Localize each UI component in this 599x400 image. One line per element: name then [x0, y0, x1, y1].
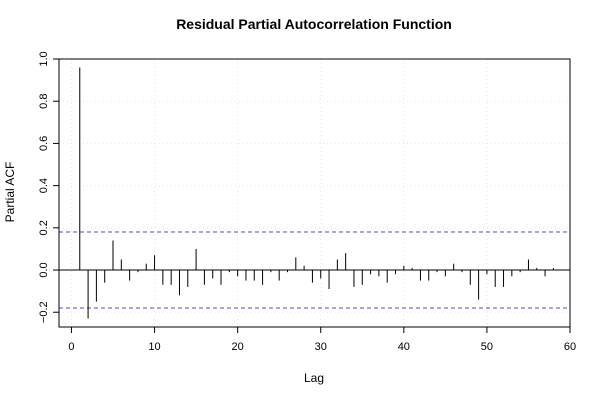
- confidence-bounds: [59, 231, 570, 309]
- pacf-bars: [79, 67, 554, 319]
- x-tick-label: 30: [315, 341, 327, 353]
- x-axis: 0 10 20 30 40 50 60: [68, 327, 576, 353]
- y-tick-label: −0.2: [38, 301, 50, 323]
- chart-title: Residual Partial Autocorrelation Functio…: [176, 16, 452, 32]
- y-tick-label: 0.4: [38, 178, 50, 193]
- y-tick-label: 0.6: [38, 136, 50, 151]
- x-axis-label: Lag: [304, 371, 324, 385]
- x-tick-label: 50: [481, 341, 493, 353]
- x-tick-label: 0: [68, 341, 74, 353]
- y-tick-label: 1.0: [38, 51, 50, 66]
- y-tick-label: 0.0: [38, 262, 50, 277]
- x-tick-label: 10: [148, 341, 160, 353]
- x-tick-label: 60: [564, 341, 576, 353]
- plot-frame: [58, 58, 571, 328]
- y-axis: −0.2 0.0 0.2 0.4 0.6 0.8 1.0: [38, 51, 59, 323]
- y-tick-label: 0.2: [38, 220, 50, 235]
- x-tick-label: 40: [398, 341, 410, 353]
- y-axis-label: Partial ACF: [3, 162, 17, 223]
- x-tick-label: 20: [232, 341, 244, 353]
- y-tick-label: 0.8: [38, 94, 50, 109]
- grid: [59, 58, 571, 327]
